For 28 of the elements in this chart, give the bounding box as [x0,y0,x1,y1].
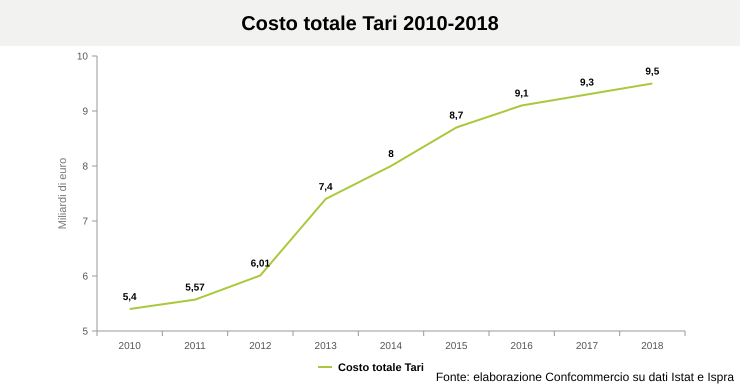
y-tick-label: 9 [82,106,88,118]
legend-label: Costo totale Tari [338,362,424,374]
y-tick-label: 5 [82,326,88,338]
data-label: 5,4 [122,292,138,303]
y-tick-label: 6 [82,272,88,282]
x-tick-label: 2014 [380,341,403,352]
data-label: 6,01 [250,258,270,270]
data-label: 7,4 [318,182,334,193]
data-label: 8 [388,149,394,160]
x-tick-label: 2015 [445,341,468,352]
data-label: 5,57 [185,282,206,294]
x-tick-label: 2018 [641,341,664,352]
x-tick-label: 2012 [249,341,272,352]
x-tick-label: 2011 [184,341,206,352]
x-tick-label: 2017 [576,341,599,352]
data-label: 9,3 [580,78,594,88]
y-tick-label: 10 [76,52,88,62]
y-axis-title: Miliardi di euro [57,158,69,230]
data-label: 9,1 [514,88,530,100]
source-note: Fonte: elaborazione Confcommercio su dati Istat e Ispra [436,370,734,384]
x-tick-label: 2016 [510,341,534,352]
y-tick-label: 7 [82,216,88,228]
data-label: 9,5 [645,66,660,78]
y-tick-label: 8 [82,162,88,172]
chart-title: Costo totale Tari 2010-2018 [241,13,499,35]
data-label: 8,7 [449,110,464,122]
x-tick-label: 2010 [118,341,142,352]
x-tick-label: 2013 [314,341,338,352]
